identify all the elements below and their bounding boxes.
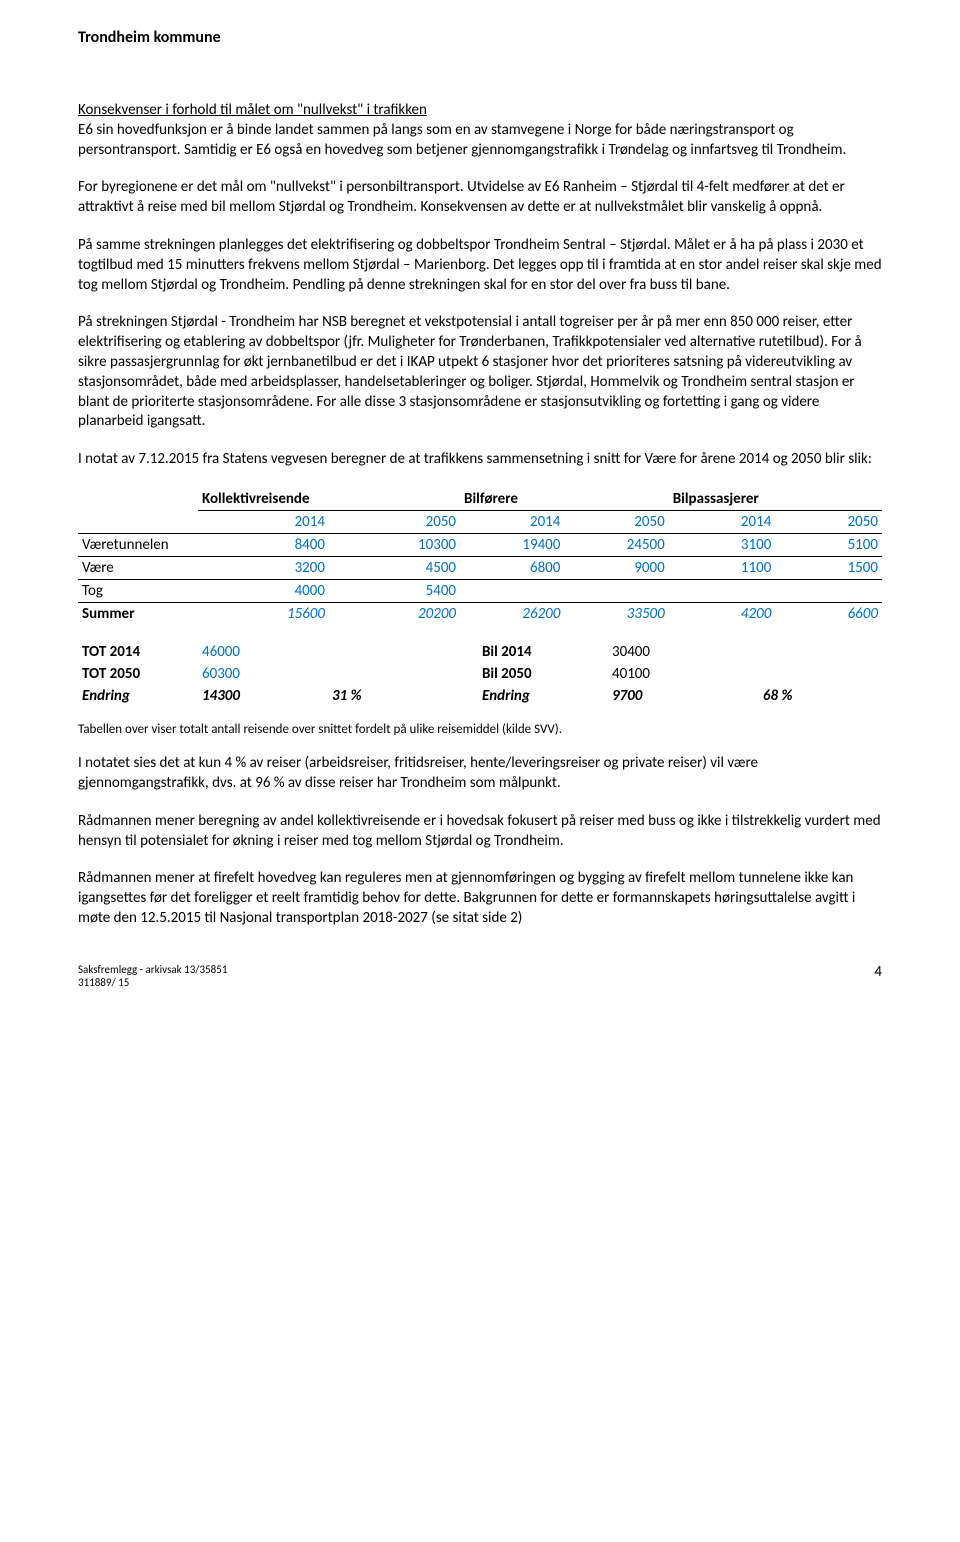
body-paragraph: I notat av 7.12.2015 fra Statens vegvese… xyxy=(78,450,882,470)
total-label: Bil 2014 xyxy=(478,641,608,663)
table-cell: 3100 xyxy=(669,533,776,556)
page-number: 4 xyxy=(874,963,882,981)
body-paragraph: Konsekvenser i forhold til målet om "nul… xyxy=(78,101,882,160)
table-cell: 6600 xyxy=(775,602,882,625)
table-cell: 4500 xyxy=(329,556,460,579)
table-cell: 5400 xyxy=(329,579,460,602)
table-cell: 10300 xyxy=(329,533,460,556)
total-value: 30400 xyxy=(608,641,759,663)
total-label: TOT 2014 xyxy=(78,641,198,663)
row-label: Væretunnelen xyxy=(78,533,198,556)
paragraph-text: E6 sin hovedfunksjon er å binde landet s… xyxy=(78,121,846,159)
total-value: 40100 xyxy=(608,663,759,685)
table-cell: 1100 xyxy=(669,556,776,579)
traffic-table: Kollektivreisende Bilførere Bilpassasjer… xyxy=(78,488,882,707)
year-cell: 2014 xyxy=(460,510,564,533)
table-cell: 8400 xyxy=(198,533,329,556)
body-paragraph: Rådmannen mener beregning av andel kolle… xyxy=(78,812,882,852)
change-label: Endring xyxy=(78,685,198,707)
total-label: Bil 2050 xyxy=(478,663,608,685)
table-caption: Tabellen over viser totalt antall reisen… xyxy=(78,721,882,738)
change-label: Endring xyxy=(478,685,608,707)
body-paragraph: For byregionene er det mål om "nullvekst… xyxy=(78,178,882,218)
year-cell: 2050 xyxy=(329,510,460,533)
body-paragraph: Rådmannen mener at firefelt hovedveg kan… xyxy=(78,869,882,928)
table-cell: 20200 xyxy=(329,602,460,625)
table-cell: 5100 xyxy=(775,533,882,556)
table-cell: 3200 xyxy=(198,556,329,579)
table-cell: 4000 xyxy=(198,579,329,602)
table-header: Bilførere xyxy=(460,488,669,511)
change-percent: 31 % xyxy=(328,685,478,707)
change-value: 9700 xyxy=(608,685,759,707)
table-cell: 6800 xyxy=(460,556,564,579)
body-paragraph: I notatet sies det at kun 4 % av reiser … xyxy=(78,754,882,794)
page-footer: 4 Saksfremlegg - arkivsak 13/35851 31188… xyxy=(78,963,882,989)
total-label: TOT 2050 xyxy=(78,663,198,685)
table-cell: 26200 xyxy=(460,602,564,625)
footer-line: Saksfremlegg - arkivsak 13/35851 xyxy=(78,963,227,976)
year-cell: 2014 xyxy=(198,510,329,533)
body-paragraph: På samme strekningen planlegges det elek… xyxy=(78,236,882,295)
row-label: Tog xyxy=(78,579,198,602)
total-value: 46000 xyxy=(198,641,328,663)
subheading: Konsekvenser i forhold til målet om "nul… xyxy=(78,101,427,119)
year-cell: 2050 xyxy=(564,510,668,533)
table-cell: 33500 xyxy=(564,602,668,625)
table-cell: 24500 xyxy=(564,533,668,556)
table-header: Bilpassasjerer xyxy=(669,488,882,511)
body-paragraph: På strekningen Stjørdal - Trondheim har … xyxy=(78,313,882,432)
year-cell: 2050 xyxy=(775,510,882,533)
table-cell: 19400 xyxy=(460,533,564,556)
row-label: Summer xyxy=(78,602,198,625)
table-cell: 4200 xyxy=(669,602,776,625)
change-value: 14300 xyxy=(198,685,328,707)
row-label: Være xyxy=(78,556,198,579)
table-cell: 9000 xyxy=(564,556,668,579)
table-cell: 15600 xyxy=(198,602,329,625)
change-percent: 68 % xyxy=(759,685,882,707)
footer-line: 311889/ 15 xyxy=(78,976,129,989)
table-cell: 1500 xyxy=(775,556,882,579)
page-title: Trondheim kommune xyxy=(78,28,882,47)
year-cell: 2014 xyxy=(669,510,776,533)
total-value: 60300 xyxy=(198,663,328,685)
table-header: Kollektivreisende xyxy=(198,488,460,511)
